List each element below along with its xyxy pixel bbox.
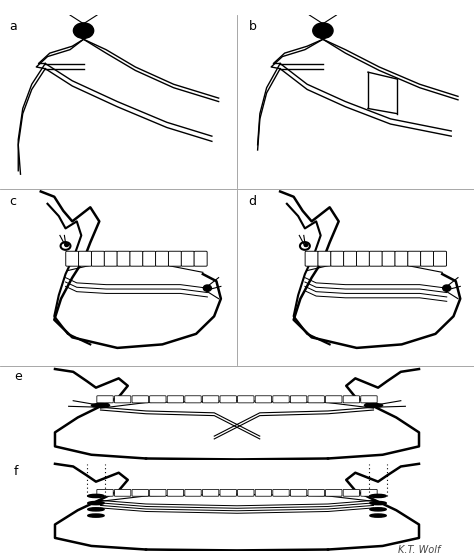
FancyBboxPatch shape: [220, 396, 237, 403]
FancyBboxPatch shape: [356, 251, 370, 266]
FancyBboxPatch shape: [291, 396, 307, 403]
Circle shape: [443, 285, 451, 291]
FancyBboxPatch shape: [237, 396, 254, 403]
Circle shape: [313, 23, 333, 39]
FancyBboxPatch shape: [220, 489, 237, 496]
FancyBboxPatch shape: [344, 251, 356, 266]
FancyBboxPatch shape: [130, 251, 143, 266]
Circle shape: [300, 242, 310, 250]
Text: b: b: [248, 20, 256, 33]
FancyBboxPatch shape: [361, 396, 377, 403]
FancyBboxPatch shape: [308, 489, 324, 496]
FancyBboxPatch shape: [117, 251, 130, 266]
FancyBboxPatch shape: [168, 251, 182, 266]
FancyBboxPatch shape: [150, 489, 166, 496]
FancyBboxPatch shape: [132, 489, 148, 496]
FancyBboxPatch shape: [79, 251, 91, 266]
FancyBboxPatch shape: [66, 251, 79, 266]
Circle shape: [73, 23, 94, 39]
FancyBboxPatch shape: [114, 396, 131, 403]
FancyBboxPatch shape: [326, 489, 342, 496]
Circle shape: [91, 403, 109, 407]
FancyBboxPatch shape: [318, 251, 331, 266]
FancyBboxPatch shape: [114, 489, 131, 496]
FancyBboxPatch shape: [331, 251, 344, 266]
FancyBboxPatch shape: [408, 251, 421, 266]
Circle shape: [365, 403, 383, 407]
FancyBboxPatch shape: [91, 251, 104, 266]
Circle shape: [88, 508, 104, 511]
Circle shape: [203, 285, 211, 291]
Text: K.T. Wolf: K.T. Wolf: [399, 545, 441, 555]
Text: d: d: [248, 195, 256, 208]
FancyBboxPatch shape: [433, 251, 447, 266]
Circle shape: [88, 514, 104, 517]
FancyBboxPatch shape: [343, 489, 360, 496]
FancyBboxPatch shape: [167, 396, 183, 403]
Circle shape: [65, 244, 68, 247]
Circle shape: [88, 494, 104, 498]
FancyBboxPatch shape: [202, 396, 219, 403]
FancyBboxPatch shape: [97, 489, 113, 496]
FancyBboxPatch shape: [308, 396, 324, 403]
FancyBboxPatch shape: [255, 489, 272, 496]
FancyBboxPatch shape: [305, 251, 318, 266]
FancyBboxPatch shape: [132, 396, 148, 403]
Circle shape: [370, 514, 386, 517]
Text: c: c: [9, 195, 16, 208]
FancyBboxPatch shape: [326, 396, 342, 403]
FancyBboxPatch shape: [273, 396, 289, 403]
Text: e: e: [14, 370, 22, 383]
FancyBboxPatch shape: [167, 489, 183, 496]
Text: a: a: [9, 20, 17, 33]
Circle shape: [304, 244, 308, 247]
FancyBboxPatch shape: [97, 396, 113, 403]
FancyBboxPatch shape: [194, 251, 207, 266]
FancyBboxPatch shape: [273, 489, 289, 496]
FancyBboxPatch shape: [343, 396, 360, 403]
FancyBboxPatch shape: [104, 251, 117, 266]
FancyBboxPatch shape: [155, 251, 169, 266]
FancyBboxPatch shape: [255, 396, 272, 403]
FancyBboxPatch shape: [185, 396, 201, 403]
Circle shape: [61, 242, 71, 250]
Circle shape: [88, 502, 104, 504]
Text: f: f: [14, 465, 18, 478]
FancyBboxPatch shape: [395, 251, 408, 266]
FancyBboxPatch shape: [382, 251, 395, 266]
Circle shape: [370, 502, 386, 504]
Circle shape: [370, 494, 386, 498]
FancyBboxPatch shape: [202, 489, 219, 496]
FancyBboxPatch shape: [181, 251, 194, 266]
FancyBboxPatch shape: [150, 396, 166, 403]
FancyBboxPatch shape: [369, 251, 383, 266]
FancyBboxPatch shape: [185, 489, 201, 496]
FancyBboxPatch shape: [361, 489, 377, 496]
FancyBboxPatch shape: [291, 489, 307, 496]
FancyBboxPatch shape: [237, 489, 254, 496]
Circle shape: [370, 508, 386, 511]
FancyBboxPatch shape: [143, 251, 156, 266]
FancyBboxPatch shape: [420, 251, 434, 266]
